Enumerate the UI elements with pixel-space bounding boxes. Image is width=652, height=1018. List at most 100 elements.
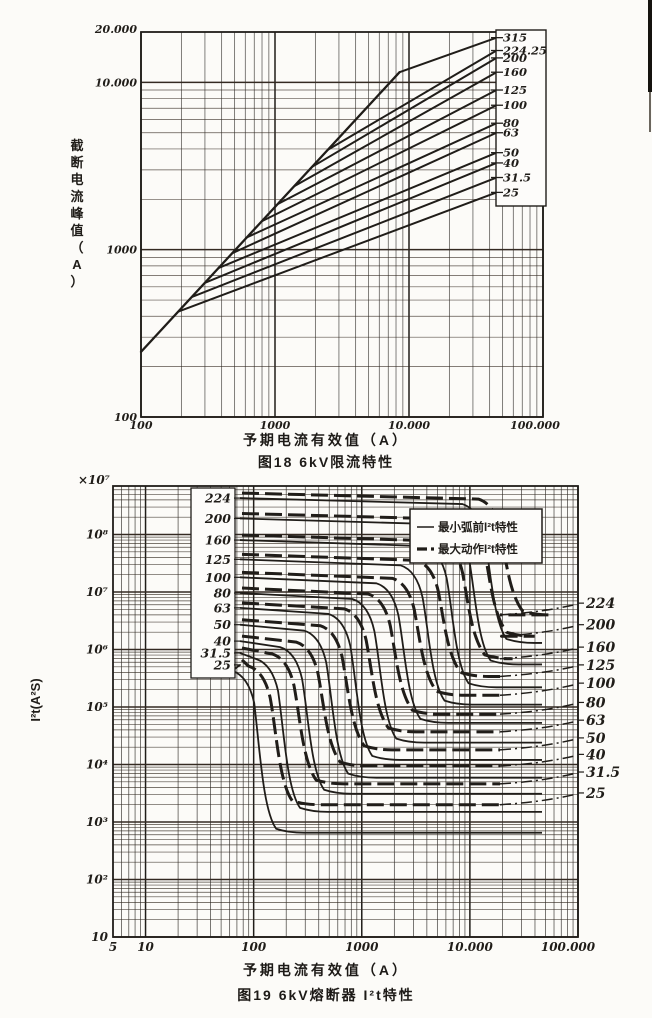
fig19-left-label: 100 [205,570,231,585]
scan-artifact-edge [648,0,652,92]
fig18-curve-label: 125 [503,83,527,97]
fig19-left-label: 50 [214,617,232,632]
prearc-curve [239,592,542,744]
fig19-legend-item: 最小弧前I²t特性 [438,520,518,534]
i2t-characteristic-chart: 2242001601251008063504031.525最小弧前I²t特性最大… [28,473,620,954]
fig19-y-tick: 10⁶ [86,643,108,657]
fig19-left-label: 25 [213,657,231,672]
fig19-legend-item: 最大动作I²t特性 [438,542,518,556]
maxop-tail [499,702,578,715]
fig19-y-tick: 10⁸ [86,528,109,542]
fig19-x-tick: 1000 [345,940,379,954]
fig18-x-tick: 100 [130,419,153,430]
scan-artifact-edge-2 [649,92,651,132]
fig18-curve-label: 40 [503,156,519,170]
maxop-tail [499,793,578,806]
fig18-y-tick: 1000 [106,244,137,257]
fig18-y-tick: 20.000 [94,23,137,36]
maxop-curve [241,570,500,697]
fig19-x-tick: 100 [241,940,267,954]
fig19-right-label: 200 [585,618,615,634]
maxop-tail [499,624,578,637]
fig19-y-axis-label: I²t(A²S) [28,678,43,721]
fig19-y-tick: 10³ [86,815,108,829]
fig19-y-tick: 10² [86,873,108,887]
maxop-curve [241,491,551,617]
fig18-curve-label: 200 [502,51,527,65]
fig19-y-multiplier: ×10⁷ [78,473,110,487]
fig19-right-label: 224 [585,596,615,612]
fig19-right-label: 125 [586,658,615,674]
maxop-tail [499,772,578,785]
fig18-y-axis-label: 截断电流峰值（ A） [70,138,84,289]
fig19-right-label: 40 [586,747,606,763]
fig18-y-tick: 100 [114,411,137,424]
prearc-curve [239,606,542,761]
prearc-curve [239,623,542,779]
maxop-curve [241,618,500,752]
fig18-x-axis-label: 予期电流有效值（A） [242,432,410,448]
maxop-tail [499,647,578,660]
maxop-curve [240,658,500,807]
maxop-curve [241,634,500,768]
fig19-left-label: 224 [204,491,231,506]
maxop-tail [499,738,578,751]
fig19-right-label: 80 [586,695,606,711]
maxop-tail [499,665,578,678]
fig19-left-label: 63 [214,600,232,615]
fig19-right-label: 50 [586,731,606,747]
fig19-x-axis-label: 予期电流有效值（A） [242,962,410,978]
fig19-left-label: 31.5 [201,645,231,660]
fig18-x-tick: 100.000 [510,419,560,430]
fig18-curves [139,36,498,354]
fig18-curve-label: 315 [503,31,527,45]
fig19-y-tick: 10⁵ [86,700,108,714]
fig19-right-label: 25 [585,786,605,802]
fig19-x-tick: 10.000 [447,940,494,954]
fig19-x-tick: 5 [109,940,117,954]
fig19-right-label: 160 [586,640,615,656]
fig19-x-tick: 10 [137,940,154,954]
maxop-tail [499,754,578,767]
maxop-tail [499,720,578,733]
fig18-curve-label: 100 [503,98,527,112]
prearc-curve [239,576,542,724]
fig19-caption: 图19 6kV熔断器 I²t特性 [237,987,415,1003]
maxop-curve [241,646,500,786]
maxop-tail [499,603,578,616]
fig18-x-tick: 1000 [260,419,291,430]
maxop-curve [241,601,500,734]
fig18-x-tick: 10.000 [388,419,430,430]
fig19-left-label: 160 [205,533,231,548]
maxop-tail [499,683,578,697]
fig18-curve-label: 25 [502,185,519,199]
fig19-y-tick: 10 [91,930,108,944]
fig18-curve-label: 31.5 [503,171,531,185]
prearc-curve [230,664,542,834]
fig18-y-tick: 10.000 [95,76,137,89]
maxop-curve [241,586,500,716]
maxop-curve [241,552,500,678]
fig18-caption: 图18 6kV限流特性 [257,454,395,470]
fig18-curve-label: 160 [503,65,527,79]
fig18-curve-label: 80 [503,116,519,130]
prearc-curve [239,558,542,706]
fig19-right-label: 63 [586,713,606,729]
prearc-curve [239,652,542,813]
fig19-y-tick: 10⁴ [86,758,108,772]
fig19-x-tick: 100.000 [541,940,596,954]
fig19-left-label: 80 [214,586,232,601]
fig19-left-label: 40 [214,634,232,649]
fig19-left-label: 200 [204,511,231,526]
fig18-grid [140,31,544,418]
fig19-left-label: 125 [205,552,231,567]
fig18-curve-label: 63 [503,126,519,140]
fig19-y-tick: 10⁷ [86,585,108,599]
fig19-right-label: 100 [586,676,615,692]
fig18-curve-label: 224.25 [502,44,547,58]
